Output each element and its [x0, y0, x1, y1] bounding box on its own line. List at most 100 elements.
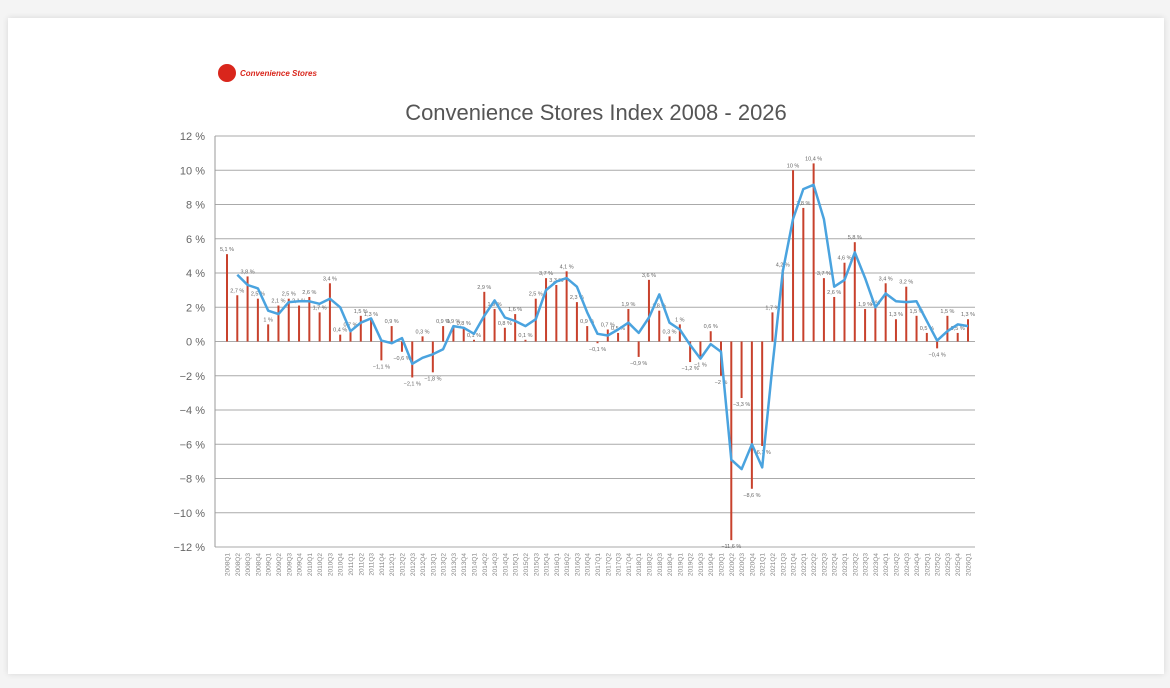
data-label: 3,8 %	[241, 269, 255, 275]
data-label: 1,5 %	[910, 309, 924, 315]
y-tick-label: 0 %	[186, 337, 205, 349]
data-label: 0,8 %	[498, 321, 512, 327]
x-tick-label: 2009Q2	[276, 553, 283, 577]
x-tick-label: 2022Q3	[821, 553, 828, 577]
data-label: 0,7 %	[343, 323, 357, 329]
y-tick-label: −6 %	[180, 439, 206, 451]
data-label: 0,8 %	[457, 321, 471, 327]
x-tick-label: 2018Q2	[646, 553, 653, 577]
bar	[359, 315, 362, 342]
x-tick-label: 2016Q2	[564, 553, 571, 577]
x-tick-label: 2017Q2	[605, 553, 612, 577]
data-label: 1,3 %	[961, 312, 975, 318]
bar	[853, 242, 856, 342]
x-tick-label: 2017Q4	[626, 553, 633, 577]
x-tick-label: 2024Q2	[893, 553, 900, 577]
bar	[596, 341, 599, 344]
bar	[864, 308, 867, 342]
bar	[267, 324, 270, 342]
x-tick-label: 2016Q1	[554, 553, 561, 577]
y-tick-label: −4 %	[180, 405, 206, 417]
data-label: −1 %	[694, 363, 707, 369]
logo-text: Convenience Stores	[240, 68, 317, 78]
x-tick-label: 2008Q3	[245, 553, 252, 577]
x-tick-label: 2019Q1	[677, 553, 684, 577]
bar	[709, 331, 712, 342]
bar	[503, 327, 506, 342]
bar	[575, 302, 578, 342]
data-label: 5,8 %	[848, 235, 862, 241]
bar	[421, 336, 424, 342]
bar	[740, 341, 743, 399]
bar	[226, 254, 228, 342]
data-label: 1,5 %	[354, 309, 368, 315]
bar	[699, 341, 702, 359]
chart-title: Convenience Stores Index 2008 - 2026	[405, 100, 787, 125]
data-label: 10 %	[787, 163, 800, 169]
bar	[967, 319, 969, 342]
bar	[256, 298, 259, 342]
logo-icon	[218, 64, 236, 82]
data-label: 10,4 %	[805, 156, 822, 162]
x-tick-label: 2009Q1	[266, 553, 273, 577]
bar	[925, 332, 928, 342]
data-label: 2,5 %	[282, 292, 296, 298]
bar	[473, 339, 475, 342]
data-label: 2,3 %	[570, 295, 584, 301]
data-label: 7,8 %	[796, 201, 810, 207]
x-tick-label: 2024Q4	[914, 553, 921, 577]
bar	[637, 341, 640, 357]
y-tick-label: −8 %	[180, 474, 206, 486]
x-tick-label: 2020Q1	[719, 553, 726, 577]
data-label: 1,3 %	[364, 312, 378, 318]
bar	[514, 314, 517, 342]
x-tick-label: 2010Q2	[317, 553, 324, 577]
data-label: 1,9 %	[488, 302, 502, 308]
bar	[812, 163, 815, 342]
bar	[246, 276, 249, 342]
x-tick-label: 2021Q4	[791, 553, 798, 577]
x-tick-label: 2011Q4	[379, 553, 386, 576]
data-label: 0,3 %	[416, 329, 430, 335]
data-label: 3,4 %	[879, 276, 893, 282]
x-tick-label: 2010Q3	[327, 553, 334, 577]
data-label: −1,1 %	[373, 364, 390, 370]
bar	[236, 295, 239, 342]
data-label: −2,1 %	[404, 381, 421, 387]
data-label: −1,2 %	[681, 366, 698, 372]
data-label: 1,5 %	[940, 309, 954, 315]
data-label: 0,9 %	[385, 319, 399, 325]
bar	[617, 332, 620, 342]
bar	[946, 315, 949, 342]
bar	[586, 326, 589, 342]
bar	[462, 327, 465, 342]
x-tick-label: 2014Q2	[482, 553, 489, 577]
bar	[936, 341, 939, 349]
data-label: −0,1 %	[589, 347, 606, 353]
x-tick-label: 2014Q1	[472, 553, 479, 577]
x-tick-label: 2026Q1	[966, 553, 973, 577]
x-tick-label: 2008Q1	[225, 553, 232, 577]
x-tick-label: 2008Q2	[235, 553, 242, 577]
data-label: 1,9 %	[621, 302, 635, 308]
bar	[400, 341, 403, 352]
x-tick-label: 2021Q3	[780, 553, 787, 577]
data-label: 1,3 %	[889, 312, 903, 318]
x-tick-label: 2015Q1	[513, 553, 520, 577]
x-tick-label: 2018Q3	[657, 553, 664, 577]
data-label: 5,1 %	[220, 247, 234, 253]
data-label: −0,6 %	[393, 356, 410, 362]
x-tick-label: 2016Q3	[574, 553, 581, 577]
x-tick-label: 2023Q4	[873, 553, 880, 577]
y-tick-label: 8 %	[186, 200, 205, 212]
data-label: 4,1 %	[560, 264, 574, 270]
x-tick-label: 2019Q3	[698, 553, 705, 577]
data-label: 3,7 %	[539, 271, 553, 277]
y-tick-label: 10 %	[180, 165, 205, 177]
x-tick-label: 2020Q3	[739, 553, 746, 577]
data-label: 0,9 %	[446, 319, 460, 325]
bar	[956, 332, 959, 342]
x-tick-label: 2021Q2	[770, 553, 777, 577]
bar	[668, 336, 671, 342]
